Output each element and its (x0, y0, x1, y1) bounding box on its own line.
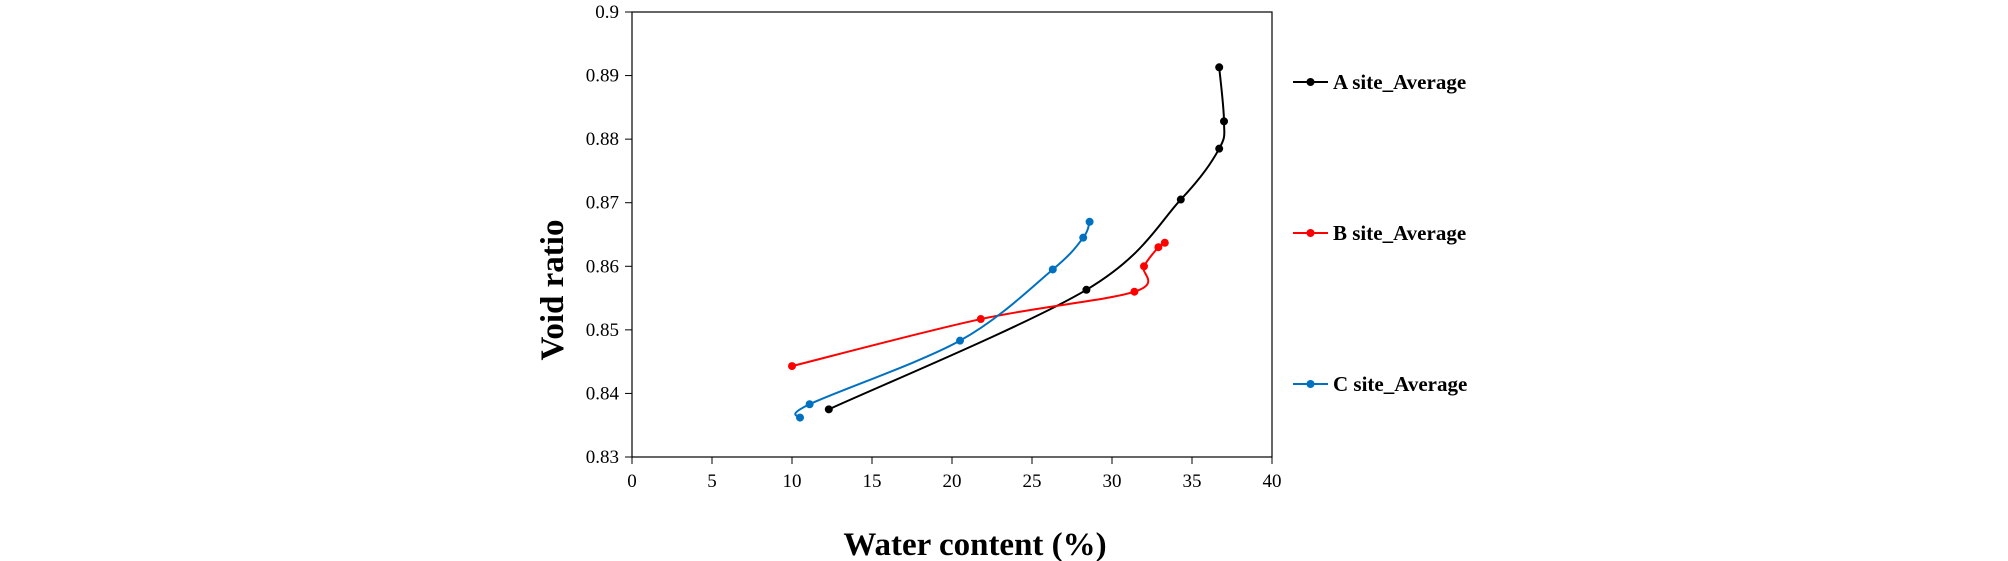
legend-item-a-site: A site_Average (1293, 70, 1466, 94)
data-point (1140, 262, 1148, 271)
data-point (1220, 117, 1228, 126)
x-tick-label: 5 (707, 471, 717, 492)
data-point (1215, 144, 1224, 153)
data-point (1130, 287, 1139, 296)
x-tick-label: 25 (1023, 471, 1042, 492)
data-point (796, 413, 804, 422)
x-tick-label: 0 (627, 471, 637, 492)
data-point (824, 405, 833, 414)
y-tick-label: 0.9 (595, 2, 619, 23)
y-tick-label: 0.89 (586, 66, 619, 87)
y-tick-label: 0.84 (586, 383, 620, 404)
legend-label: B site_Average (1333, 221, 1466, 245)
y-tick-label: 0.88 (586, 129, 619, 150)
y-tick-label: 0.85 (586, 320, 619, 341)
legend-marker (1306, 78, 1315, 86)
legend-label: C site_Average (1333, 372, 1467, 396)
y-tick-label: 0.87 (586, 193, 619, 214)
series-a-site (824, 63, 1228, 414)
legend-item-c-site: C site_Average (1293, 372, 1467, 396)
data-point (1215, 63, 1224, 72)
data-point (1079, 233, 1088, 242)
data-point (1176, 195, 1185, 204)
y-axis-title: Void ratio (535, 220, 571, 361)
data-point (1154, 243, 1163, 252)
x-tick-label: 20 (943, 471, 962, 492)
legend-marker (1306, 380, 1315, 388)
x-tick-label: 40 (1263, 471, 1282, 492)
y-axis-ticks: 0.83 0.84 0.85 0.86 0.87 0.88 0.89 0.9 (586, 2, 632, 468)
plot-area-border (631, 11, 1273, 458)
legend-item-b-site: B site_Average (1293, 221, 1466, 245)
y-tick-label: 0.86 (586, 256, 619, 277)
series-c-site (794, 217, 1094, 422)
x-tick-label: 15 (863, 471, 882, 492)
x-tick-label: 35 (1183, 471, 1202, 492)
data-point (1082, 285, 1091, 294)
data-point (788, 362, 796, 371)
data-point (1048, 265, 1057, 274)
legend-label: A site_Average (1333, 70, 1466, 94)
series-layer (788, 63, 1228, 422)
data-point (956, 336, 964, 345)
x-axis-title: Water content (%) (843, 527, 1106, 561)
data-point (1160, 238, 1169, 247)
series-b-site (788, 238, 1169, 371)
data-point (976, 315, 985, 324)
data-point (1085, 217, 1094, 226)
x-tick-label: 10 (783, 471, 802, 492)
data-point (805, 400, 814, 409)
legend-marker (1306, 229, 1315, 237)
y-tick-label: 0.83 (586, 447, 619, 468)
x-tick-label: 30 (1103, 471, 1122, 492)
legend: A site_Average B site_Average C site_Avera… (1293, 70, 1467, 396)
x-axis-ticks: 0 5 10 15 20 25 30 35 40 (627, 457, 1282, 492)
